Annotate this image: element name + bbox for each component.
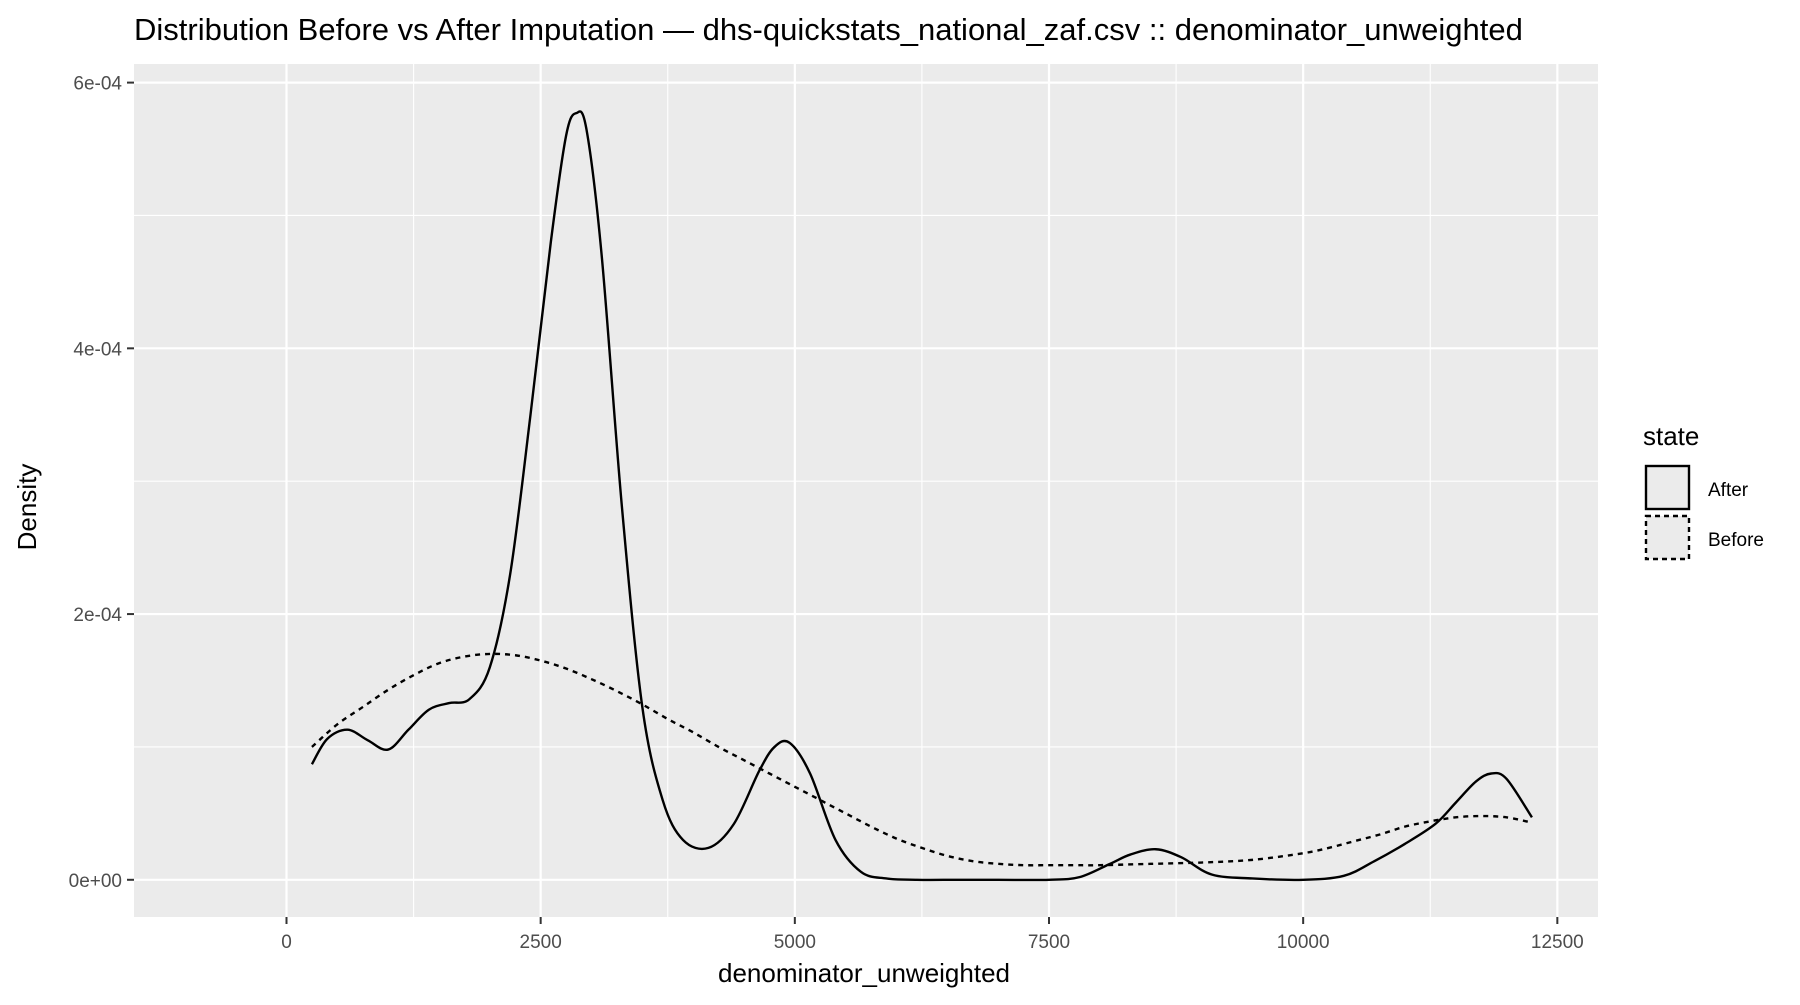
series-line-after — [310, 110, 1533, 882]
y-tick-label: 4e-04 — [73, 339, 122, 360]
series-line-before — [311, 652, 1533, 867]
legend-key-after — [1644, 464, 1691, 511]
x-tick-label: 12500 — [1531, 932, 1584, 953]
major-gridlines — [134, 64, 1598, 917]
x-axis-title: denominator_unweighted — [718, 958, 1010, 988]
y-axis-title: Density — [12, 464, 42, 551]
legend-title: state — [1643, 421, 1699, 451]
x-tick-label: 2500 — [520, 932, 562, 953]
minor-gridlines — [134, 64, 1598, 917]
plot-panel — [134, 64, 1598, 917]
y-tick-label: 2e-04 — [73, 605, 122, 626]
legend-item-before: Before — [1644, 514, 1764, 561]
x-axis: 0 2500 5000 7500 10000 12500 — [281, 917, 1584, 953]
legend: state After Before — [1643, 421, 1764, 561]
y-tick-label: 6e-04 — [73, 74, 122, 95]
legend-item-after: After — [1644, 464, 1749, 511]
legend-label-after: After — [1708, 480, 1749, 501]
y-axis: 0e+00 2e-04 4e-04 6e-04 — [69, 74, 134, 892]
x-tick-label: 0 — [281, 932, 292, 953]
x-tick-label: 5000 — [774, 932, 816, 953]
x-tick-label: 7500 — [1028, 932, 1070, 953]
legend-label-before: Before — [1708, 530, 1764, 551]
series-layer — [310, 110, 1533, 882]
y-tick-label: 0e+00 — [69, 871, 122, 892]
legend-key-before — [1644, 514, 1691, 561]
chart-title: Distribution Before vs After Imputation … — [134, 12, 1523, 47]
x-tick-label: 10000 — [1277, 932, 1330, 953]
